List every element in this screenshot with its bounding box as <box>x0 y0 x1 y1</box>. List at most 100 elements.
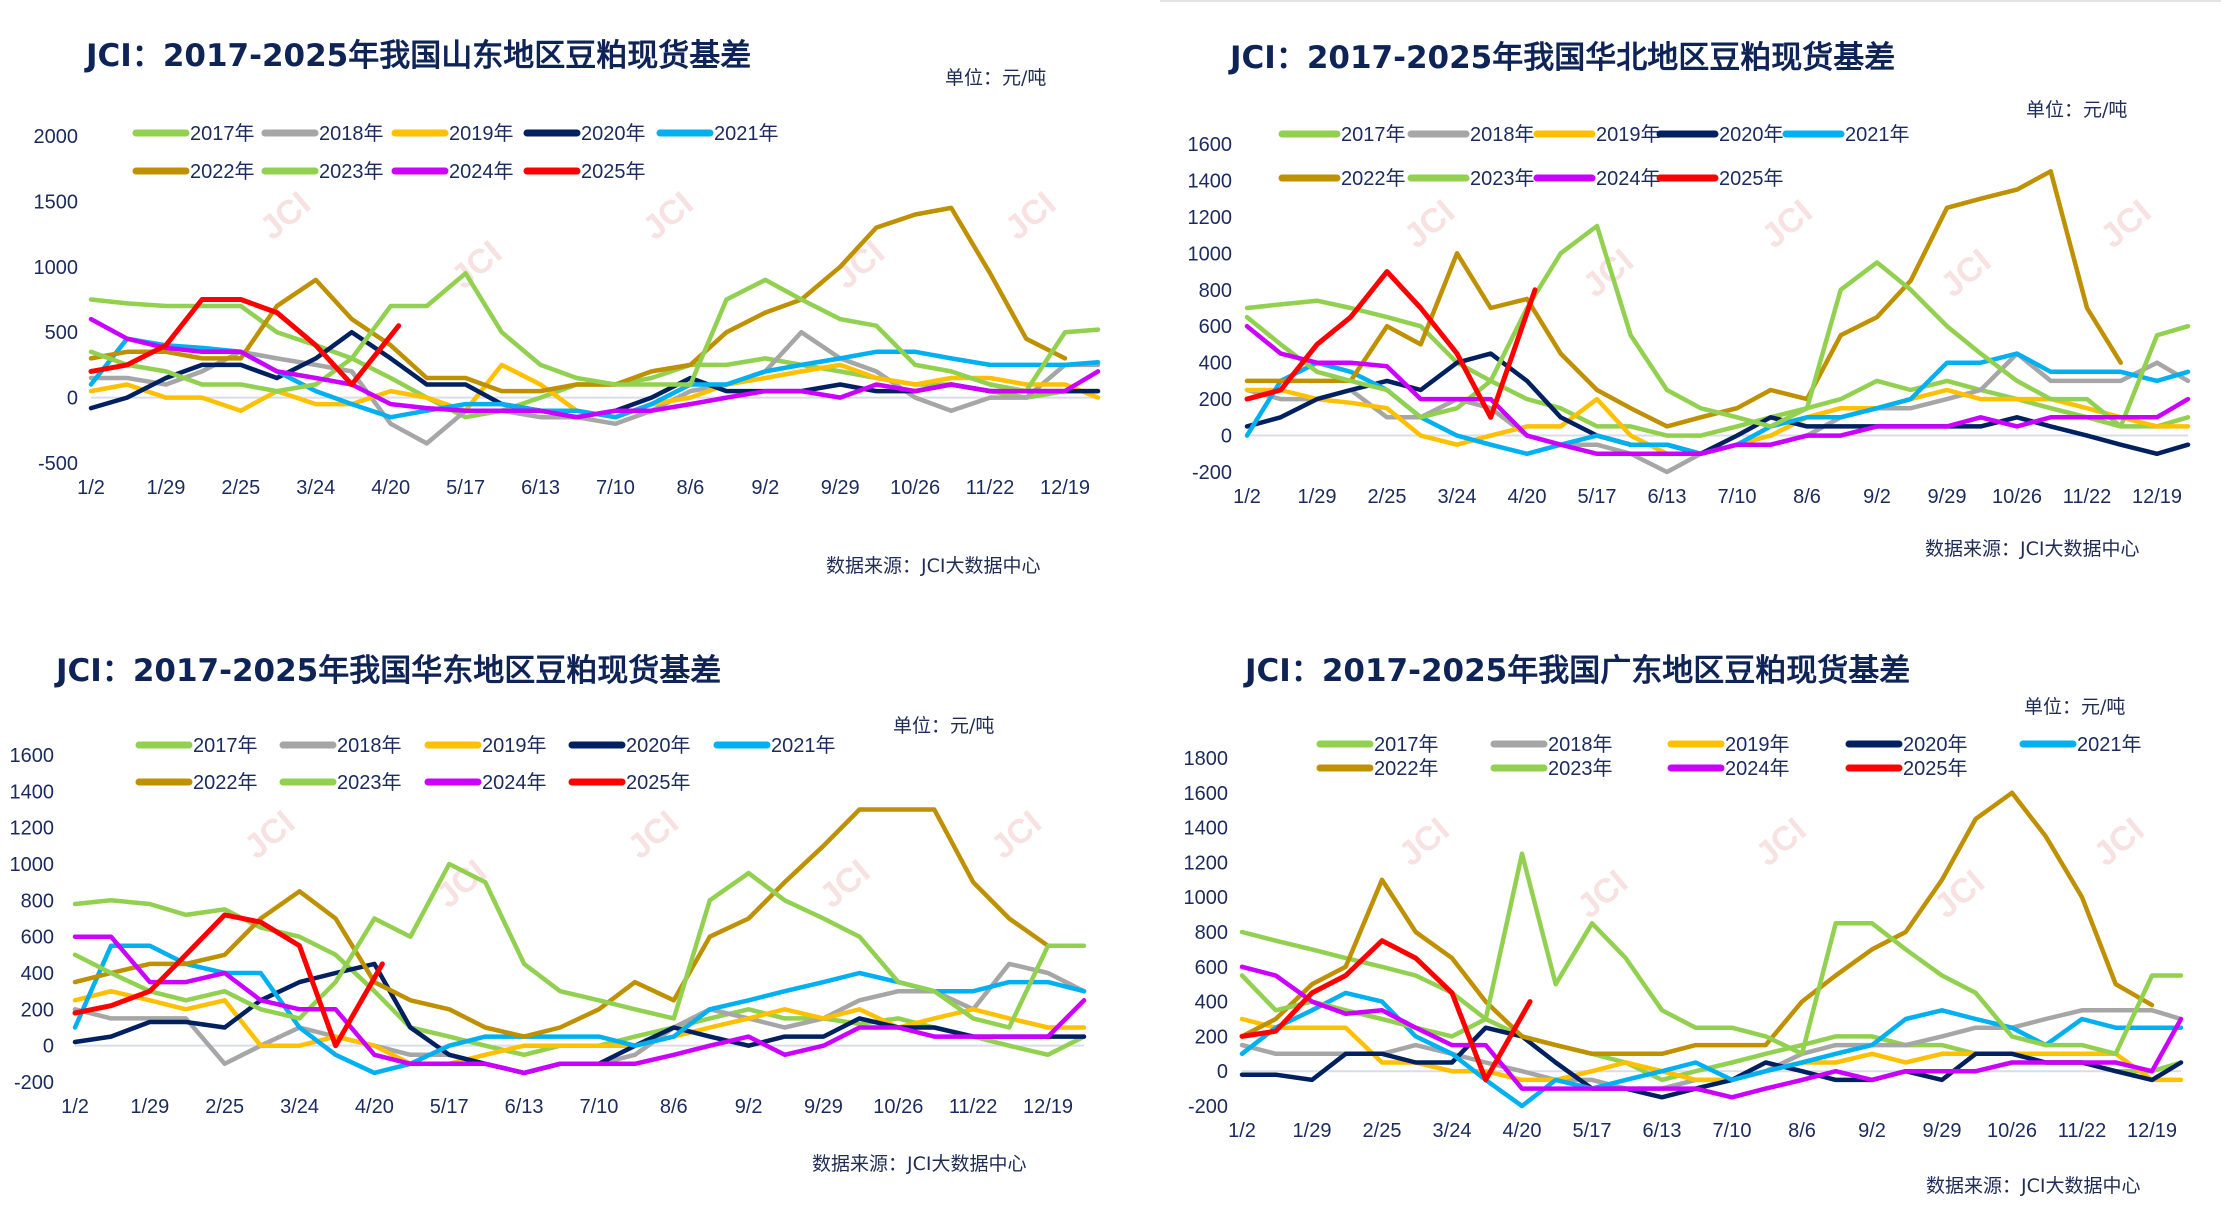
legend-item: 2017年 <box>132 122 255 145</box>
watermark-logo: JCI <box>1749 811 1814 874</box>
x-tick-label: 11/22 <box>966 477 1015 499</box>
legend-label: 2025年 <box>581 160 646 183</box>
y-tick-label: 0 <box>1221 426 1232 448</box>
x-tick-label: 7/10 <box>1713 1120 1752 1142</box>
series-line-2022 <box>88 205 1068 394</box>
legend-item: 2020年 <box>1656 123 1784 146</box>
legend-label: 2024年 <box>1596 167 1661 190</box>
legend-label: 2020年 <box>581 122 646 145</box>
legend-item: 2023年 <box>261 160 384 183</box>
legend-item: 2017年 <box>135 734 258 757</box>
y-tick-label: 1600 <box>1184 783 1229 805</box>
series-line-2025 <box>1239 938 1533 1083</box>
series-line-2025 <box>1244 269 1538 420</box>
x-tick-label: 1/2 <box>1228 1120 1256 1142</box>
legend-item: 2019年 <box>1667 733 1790 756</box>
chart-title: JCI：2017-2025年我国山东地区豆粕现货基差 <box>84 38 751 74</box>
legend-label: 2020年 <box>626 734 691 757</box>
watermark-logo: JCI <box>621 803 686 866</box>
watermark-logo: JCI <box>1397 193 1462 256</box>
y-tick-label: 1600 <box>1188 134 1233 156</box>
legend-item: 2021年 <box>656 122 779 145</box>
x-tick-label: 9/29 <box>804 1096 843 1118</box>
unit-label: 单位：元/吨 <box>893 715 994 737</box>
legend-label: 2018年 <box>1548 733 1613 756</box>
legend-label: 2021年 <box>1845 123 1910 146</box>
y-tick-label: 1400 <box>10 781 55 803</box>
x-tick-label: 5/17 <box>430 1096 469 1118</box>
series-line-2022 <box>1244 169 2123 429</box>
legend-item: 2022年 <box>135 771 258 794</box>
x-tick-label: 9/2 <box>1858 1120 1886 1142</box>
y-tick-label: 0 <box>43 1036 54 1058</box>
series-line-2024 <box>1239 964 2184 1100</box>
x-tick-label: 8/6 <box>1793 486 1821 508</box>
x-tick-label: 5/17 <box>1578 486 1617 508</box>
legend-label: 2017年 <box>190 122 255 145</box>
legend-item: 2018年 <box>261 122 384 145</box>
watermark-logo: JCI <box>1576 242 1641 305</box>
x-tick-label: 4/20 <box>1503 1120 1542 1142</box>
legend-item: 2023年 <box>279 771 402 794</box>
legend-label: 2022年 <box>1341 167 1406 190</box>
legend-label: 2018年 <box>319 122 384 145</box>
legend-label: 2023年 <box>319 160 384 183</box>
series-line-2020 <box>1239 1025 2184 1100</box>
x-tick-label: 9/2 <box>1863 486 1891 508</box>
legend-label: 2020年 <box>1719 123 1784 146</box>
x-tick-label: 1/2 <box>61 1096 89 1118</box>
legend-item: 2017年 <box>1278 123 1406 146</box>
x-tick-label: 12/19 <box>2132 486 2182 508</box>
watermark-logo: JCI <box>444 233 509 296</box>
x-tick-label: 10/26 <box>1987 1120 2037 1142</box>
x-tick-label: 9/29 <box>821 477 860 499</box>
watermark-logo: JCI <box>1933 242 1998 305</box>
legend-label: 2023年 <box>337 771 402 794</box>
x-tick-label: 4/20 <box>1508 486 1547 508</box>
y-tick-label: 1200 <box>1184 852 1229 874</box>
legend-item: 2018年 <box>1407 123 1535 146</box>
y-tick-label: 400 <box>21 963 54 985</box>
series-line-2024 <box>88 316 1101 420</box>
y-tick-label: -200 <box>1192 462 1232 484</box>
y-tick-label: 1000 <box>10 854 55 876</box>
source-label: 数据来源：JCI大数据中心 <box>812 1153 1026 1175</box>
legend-label: 2018年 <box>1470 123 1535 146</box>
y-tick-label: 400 <box>1195 992 1228 1014</box>
x-tick-label: 9/2 <box>735 1096 763 1118</box>
y-tick-label: 0 <box>67 388 78 410</box>
chart-shandong: JCI：2017-2025年我国山东地区豆粕现货基差 单位：元/吨 数据来源：J… <box>34 38 1101 577</box>
legend-item: 2019年 <box>1533 123 1661 146</box>
watermark-logo: JCI <box>237 803 302 866</box>
watermark-logo: JCI <box>2093 193 2158 256</box>
legend-label: 2019年 <box>1725 733 1790 756</box>
x-tick-label: 11/22 <box>2063 486 2112 508</box>
legend-item: 2021年 <box>1782 123 1910 146</box>
legend-item: 2024年 <box>1533 167 1661 190</box>
x-tick-label: 1/29 <box>1293 1120 1332 1142</box>
series-line-2022 <box>72 807 1051 1039</box>
series-line-2023 <box>72 861 1087 1030</box>
x-tick-label: 8/6 <box>676 477 704 499</box>
watermark-logo: JCI <box>1755 193 1820 256</box>
chart-title: JCI：2017-2025年我国华东地区豆粕现货基差 <box>54 653 721 689</box>
unit-label: 单位：元/吨 <box>945 67 1046 89</box>
legend-item: 2025年 <box>1845 757 1968 780</box>
x-tick-label: 1/29 <box>1298 486 1337 508</box>
plot-area: JCIJCIJCIJCIJCI-200020040060080010001200… <box>10 734 1087 1118</box>
unit-label: 单位：元/吨 <box>2024 696 2125 718</box>
series-line-2018 <box>1239 1008 2184 1091</box>
x-tick-label: 7/10 <box>596 477 635 499</box>
y-tick-label: -200 <box>14 1072 54 1094</box>
x-tick-label: 12/19 <box>2127 1120 2177 1142</box>
series-line-2021 <box>72 943 1087 1076</box>
series-line-2024 <box>72 934 1087 1076</box>
x-tick-label: 2/25 <box>1363 1120 1402 1142</box>
y-tick-label: 0 <box>1217 1061 1228 1083</box>
y-tick-label: 200 <box>1195 1026 1228 1048</box>
x-tick-label: 12/19 <box>1023 1096 1073 1118</box>
legend-item: 2018年 <box>1490 733 1613 756</box>
legend-item: 2019年 <box>424 734 547 757</box>
legend-label: 2023年 <box>1548 757 1613 780</box>
legend-label: 2022年 <box>1374 757 1439 780</box>
